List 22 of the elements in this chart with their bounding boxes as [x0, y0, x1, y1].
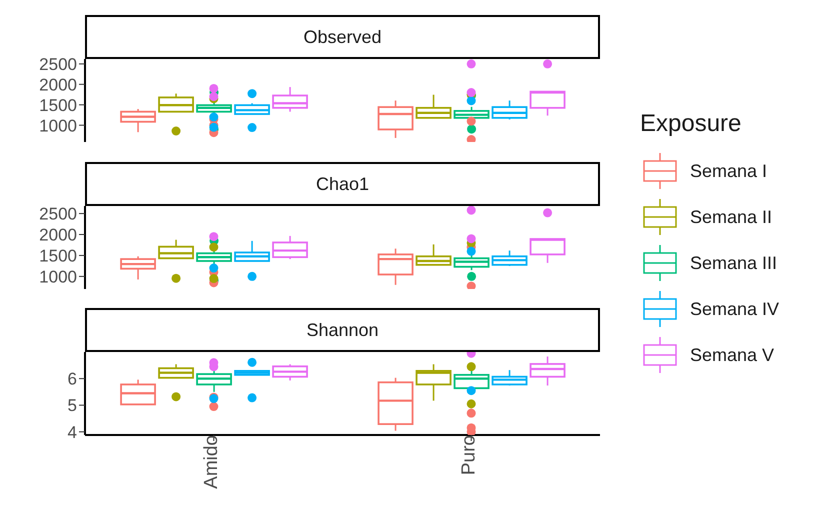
x-tick-label: Amido — [201, 435, 222, 489]
legend-label: Semana II — [690, 206, 772, 228]
y-tick-label: 6 — [68, 370, 77, 389]
chart-title: Observed — [85, 15, 600, 59]
y-tick-label: 2000 — [39, 75, 77, 94]
y-tick-label: 1500 — [39, 246, 77, 266]
y-tick-label: 1000 — [39, 116, 77, 136]
chart-title: Shannon — [85, 308, 600, 352]
legend-label: Semana I — [690, 160, 768, 182]
y-tick-label: 5 — [68, 396, 77, 416]
y-tick-label: 4 — [68, 422, 77, 442]
legend-label: Semana V — [690, 344, 774, 366]
legend-label: Semana III — [690, 252, 778, 274]
y-tick-label: 1500 — [39, 96, 77, 115]
y-tick-label: 2500 — [39, 204, 77, 224]
y-tick-label: 2000 — [39, 226, 77, 245]
legend-label: Semana IV — [690, 298, 780, 320]
y-tick-label: 2500 — [39, 54, 77, 74]
legend-title: Exposure — [640, 110, 742, 138]
chart-title: Chao1 — [85, 162, 600, 206]
x-tick-label: Puro — [458, 435, 480, 476]
y-tick-label: 1000 — [39, 267, 77, 286]
